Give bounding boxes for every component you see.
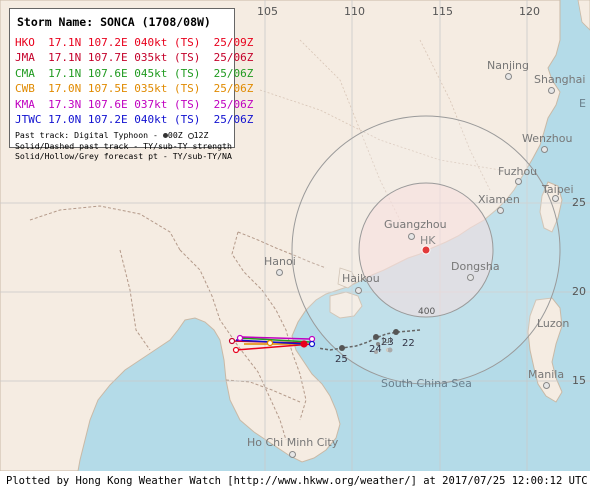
city-marker-wenzhou [541, 146, 548, 153]
luzon-island [527, 297, 563, 403]
city-label-wenzhou: Wenzhou [522, 132, 573, 145]
legend-note-past-track: Past track: Digital Typhoon - 00Z 12Z [15, 130, 229, 141]
city-label-xiamen: Xiamen [478, 193, 520, 206]
lon-label-120: 120 [519, 5, 540, 18]
city-marker-xiamen [497, 207, 504, 214]
range-ring-label: 400 [418, 307, 436, 317]
agency-row-cma: CMA 17.1N 107.6E 045kt (TS) 25/06Z [15, 66, 254, 80]
hainan-island [329, 291, 363, 319]
legend-note-line3: Solid/Hollow/Grey forecast pt - TY/sub-T… [15, 151, 232, 162]
city-label-haikou: Haikou [342, 272, 380, 285]
dot-00z-icon [162, 133, 168, 139]
lat-label-15: 15 [572, 374, 586, 387]
lon-label-110: 110 [344, 5, 365, 18]
footer-credit: Plotted by Hong Kong Weather Watch [http… [0, 471, 590, 492]
agency-row-hko: HKO 17.1N 107.2E 040kt (TS) 25/09Z [15, 36, 254, 49]
lon-label-115: 115 [432, 5, 453, 18]
city-label-taipei: Taipei [542, 183, 574, 196]
agency-row-jtwc: JTWC 17.0N 107.2E 040kt (TS) 25/06Z [15, 113, 254, 127]
past-track-dashed [317, 329, 421, 351]
border-vietnam-laos [231, 231, 307, 421]
city-label-hk: HK [420, 234, 436, 247]
city-marker-haikou [355, 287, 362, 294]
day-label-24: 24 [369, 344, 382, 355]
day-label-22: 22 [402, 338, 415, 349]
agency-rows: HKO 17.1N 107.2E 040kt (TS) 25/09Z JMA 17… [15, 35, 254, 127]
city-label-nanjing: Nanjing [487, 59, 530, 72]
sea-label-east: E [579, 97, 586, 110]
day-label-jul: Jul [382, 336, 392, 345]
city-marker-nanjing [505, 73, 512, 80]
city-label-hanoi: Hanoi [264, 255, 296, 268]
forecast-points [228, 334, 316, 354]
east-islands [577, 0, 590, 31]
city-marker-dongsha [467, 274, 474, 281]
border-myanmar-thailand [119, 249, 151, 351]
lat-label-20: 20 [572, 285, 586, 298]
border-china-vietnam [237, 231, 327, 269]
city-marker-hcmc [289, 451, 296, 458]
city-label-shanghai: Shanghai [534, 73, 586, 86]
city-label-manila: Manila [528, 368, 565, 381]
storm-legend: Storm Name: SONCA (1708/08W) HKO 17.1N 1… [9, 8, 254, 161]
border-myanmar [29, 205, 181, 251]
hk-marker [421, 245, 431, 255]
city-marker-guangzhou [408, 233, 415, 240]
city-marker-hanoi [276, 269, 283, 276]
day-label-25: 25 [335, 354, 348, 365]
storm-title: Storm Name: SONCA (1708/08W) [17, 15, 211, 29]
agency-row-jma: JMA 17.1N 107.7E 035kt (TS) 25/06Z [15, 51, 254, 65]
province-borders [259, 39, 501, 221]
lon-label-105: 105 [257, 5, 278, 18]
legend-note-line2: Solid/Dashed past track - TY/sub-TY stre… [15, 140, 232, 151]
city-marker-fuzhou [515, 178, 522, 185]
agency-row-cwb: CWB 17.0N 107.5E 035kt (TS) 25/06Z [15, 82, 254, 96]
place-label-luzon: Luzon [537, 317, 570, 330]
agency-row-kma: KMA 17.3N 107.6E 037kt (TS) 25/06Z [15, 97, 254, 111]
city-label-dongsha: Dongsha [451, 260, 500, 273]
lat-label-25: 25 [572, 196, 586, 209]
day-label-23: 23 [381, 337, 394, 348]
dot-12z-icon [187, 132, 194, 139]
border-laos-thailand [179, 249, 287, 441]
past-track-points [339, 329, 399, 354]
city-marker-manila [543, 382, 550, 389]
legend-12z-text: 12Z [193, 130, 209, 141]
city-marker-shanghai [548, 87, 555, 94]
legend-00z-text: 00Z [167, 130, 183, 141]
city-label-fuzhou: Fuzhou [498, 165, 538, 178]
city-label-guangzhou: Guangzhou [384, 218, 447, 231]
sea-label-scs: South China Sea [381, 377, 472, 390]
graticule [0, 0, 590, 471]
city-label-hcmc: Ho Chi Minh City [247, 436, 339, 449]
city-marker-taipei [552, 195, 559, 202]
legend-past-track-text: Past track: Digital Typhoon - [15, 130, 158, 141]
